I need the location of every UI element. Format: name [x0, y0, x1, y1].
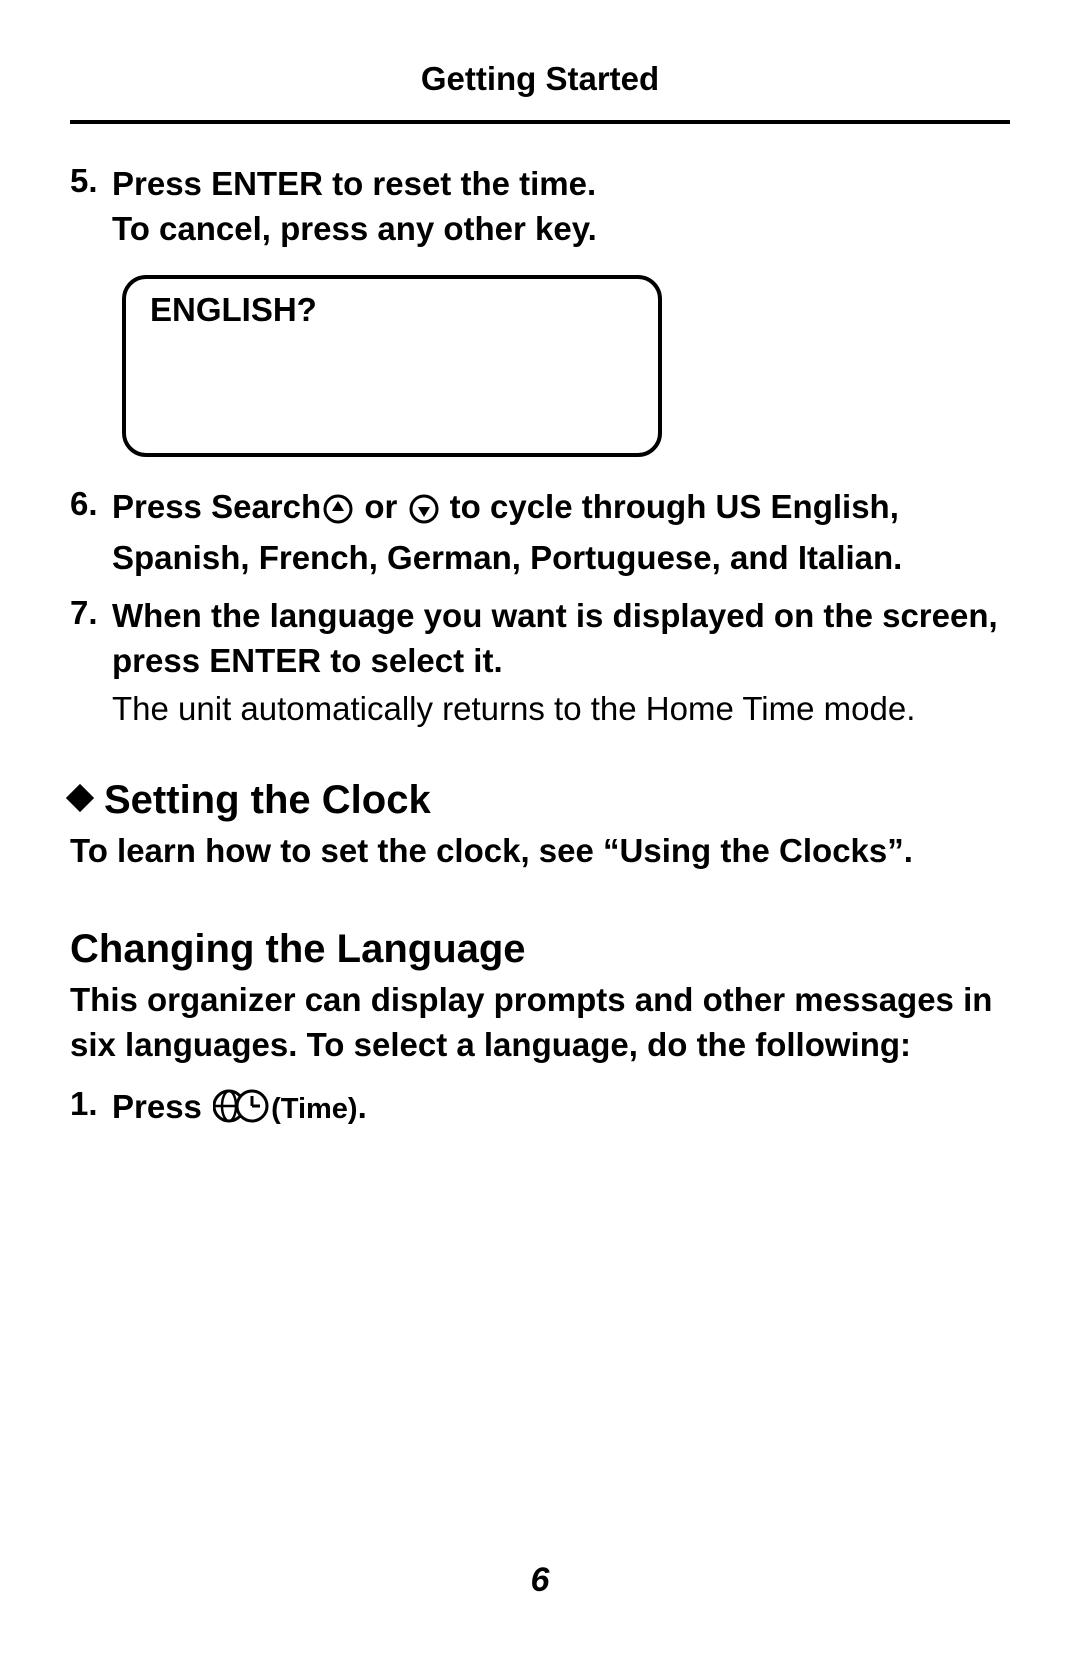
section-heading-clock: Setting the Clock [70, 778, 1010, 823]
step-number: 5. [70, 162, 98, 200]
page-number: 6 [0, 1561, 1080, 1600]
step-6: 6. Press Search or to cycle through US E… [70, 485, 1010, 580]
lcd-display: ENGLISH? [122, 275, 662, 457]
step6-part2: or [355, 488, 406, 525]
time-label: (Time) [271, 1093, 357, 1125]
step-text: Press (Time). [112, 1088, 367, 1125]
diamond-bullet-icon [66, 784, 94, 812]
step-lang1-part2: . [358, 1088, 367, 1125]
step-text: Press Search or to cycle through US Engl… [112, 485, 1010, 580]
step-7: 7. When the language you want is display… [70, 594, 1010, 732]
step-text: When the language you want is displayed … [112, 594, 1010, 683]
section-intro: This organizer can display prompts and o… [70, 978, 1010, 1067]
display-text: ENGLISH? [150, 291, 317, 328]
step-body: The unit automatically returns to the Ho… [112, 687, 1010, 732]
step6-part1: Press Search [112, 488, 321, 525]
step-lang-1: 1. Press (Time). [70, 1085, 1010, 1136]
section-heading-language: Changing the Language [70, 927, 1010, 972]
step-5: 5. Press ENTER to reset the time. To can… [70, 162, 1010, 251]
section-title: Setting the Clock [104, 778, 431, 822]
step-lang1-part1: Press [112, 1088, 211, 1125]
step-number: 7. [70, 594, 98, 632]
step-number: 1. [70, 1085, 98, 1123]
search-up-icon [323, 491, 353, 536]
step-subtext: To cancel, press any other key. [112, 207, 1010, 252]
step-text: Press ENTER to reset the time. [112, 162, 1010, 207]
page-header: Getting Started [70, 60, 1010, 124]
step-number: 6. [70, 485, 98, 523]
search-down-icon [409, 491, 439, 536]
section-body: To learn how to set the clock, see “Usin… [70, 829, 1010, 874]
globe-clock-icon [213, 1088, 269, 1136]
